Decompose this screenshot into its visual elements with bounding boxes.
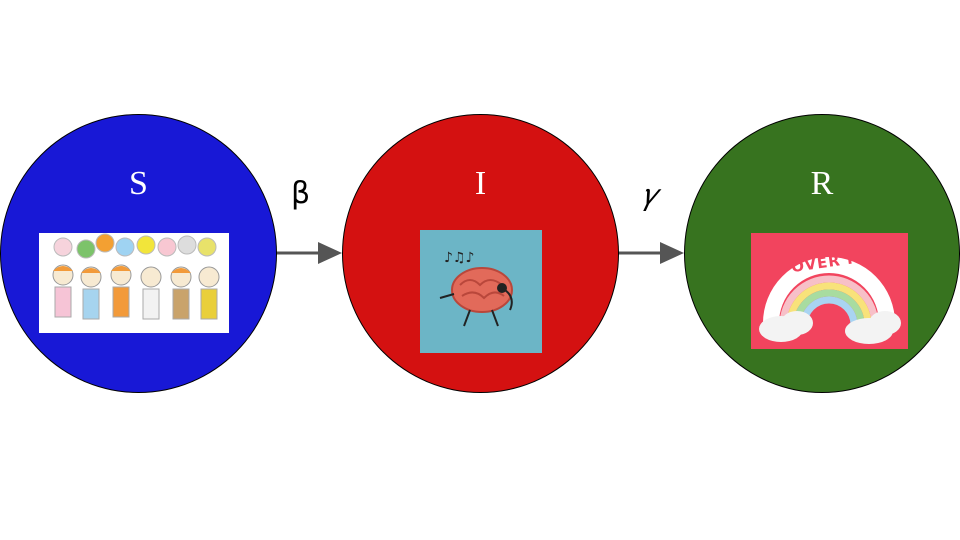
- recovered-label: R: [810, 165, 834, 202]
- rainbow-illustration: OVER IT: [751, 233, 908, 349]
- people-illustration: [39, 233, 229, 333]
- susceptible-node: S: [0, 114, 277, 393]
- rate-gamma-label: 𝛾: [642, 178, 658, 213]
- infected-node: I ♪♫♪: [342, 114, 619, 393]
- arrow-s-to-i-head: [318, 242, 342, 264]
- susceptible-label: S: [129, 165, 148, 202]
- infected-label: I: [474, 165, 487, 202]
- arrow-i-to-r-head: [660, 242, 684, 264]
- brain-illustration: ♪♫♪: [420, 230, 542, 353]
- rate-beta-label: β: [291, 176, 311, 211]
- recovered-node: R OVER IT: [684, 114, 960, 393]
- svg-text:♪♫♪: ♪♫♪: [444, 250, 474, 266]
